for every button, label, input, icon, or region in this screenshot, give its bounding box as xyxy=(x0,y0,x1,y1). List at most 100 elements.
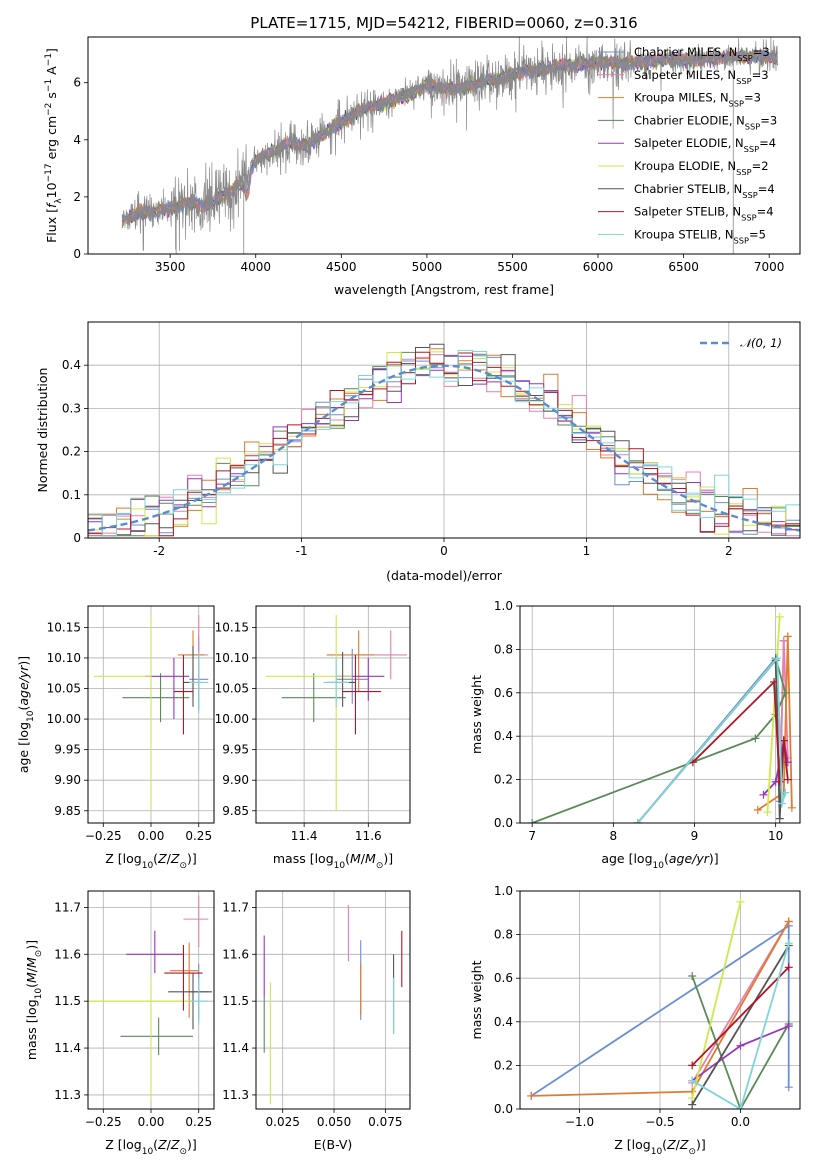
y-tick-label: 11.5 xyxy=(222,994,249,1008)
legend-label: Kroupa MILES, NSSP=3 xyxy=(634,91,761,109)
legend-label: Chabrier STELIB, NSSP=4 xyxy=(634,182,775,200)
y-tick-label: 9.90 xyxy=(54,773,81,787)
weight-marker xyxy=(784,963,793,972)
y-tick-label: 0.8 xyxy=(494,928,513,942)
weight-marker xyxy=(688,1061,697,1070)
axes-frame xyxy=(87,36,801,255)
errorbar-point xyxy=(326,630,375,692)
errorbar-point xyxy=(170,942,199,1018)
plot-area xyxy=(88,895,213,1100)
errorbar-point xyxy=(145,657,190,720)
y-tick-label: 10.00 xyxy=(47,712,81,726)
y-axis-label: Flux [fλ10−17 erg cm−2 s−1 A−1] xyxy=(44,48,64,243)
y-axis-label: mass [log10(M/M⊙)] xyxy=(24,940,44,1060)
x-tick-label: −0.25 xyxy=(85,829,122,843)
x-axis-label: wavelength [Angstrom, rest frame] xyxy=(334,282,554,297)
errorbar-point xyxy=(126,930,184,974)
weight-series xyxy=(528,654,790,823)
weight-marker xyxy=(787,803,796,812)
y-tick-label: 0.2 xyxy=(494,1058,513,1072)
weight-line xyxy=(637,657,785,823)
legend-label: Kroupa STELIB, NSSP=5 xyxy=(634,227,766,245)
y-tick-label: 10.15 xyxy=(47,620,81,634)
errorbar-point xyxy=(189,977,209,1025)
weight-series xyxy=(763,612,784,817)
y-tick-label: 0 xyxy=(73,247,81,261)
y-tick-label: 0.3 xyxy=(62,401,81,415)
y-tick-label: 9.95 xyxy=(222,743,249,757)
y-axis-label: age [log10(age/yr)] xyxy=(16,656,36,773)
errorbar-point xyxy=(164,944,203,1011)
axes-weight_vs_age: 7 8 9 10 0.0 0.2 0.4 0.6 0.8 1.0 age [log10(age/yr… xyxy=(469,599,801,871)
x-axis-label: E(B-V) xyxy=(314,1137,353,1152)
x-tick-label: 7 xyxy=(528,829,536,843)
legend-label: Salpeter ELODIE, NSSP=4 xyxy=(634,136,776,154)
weight-marker xyxy=(779,736,788,745)
x-tick-label: 11.6 xyxy=(355,829,382,843)
y-tick-label: 0.1 xyxy=(62,488,81,502)
axes-age_vs_mass: 11.4 11.6 9.85 9.90 9.95 10.00 10.05 10.10 10.15… xyxy=(215,605,411,871)
y-tick-label: 10.05 xyxy=(215,682,249,696)
axes-age_vs_Z: −0.25 0.00 0.25 9.85 9.90 9.95 10.00 10.05 10.10… xyxy=(16,605,215,871)
weight-marker xyxy=(763,808,772,817)
weight-marker xyxy=(527,1091,536,1100)
axes-residuals: -2 -1 0 1 2 0 0.1 0.2 0.3 0.4 (data-model)/error No… xyxy=(35,321,801,583)
axes-frame xyxy=(255,890,411,1110)
plot-area xyxy=(528,612,796,823)
weight-series xyxy=(688,897,745,1103)
weight-marker xyxy=(779,636,788,645)
weight-series xyxy=(688,939,793,1109)
y-tick-label: 10.10 xyxy=(215,651,249,665)
errorbar-point xyxy=(342,654,382,735)
axes-weight_vs_Z: −1.0 −0.5 0.0 0.0 0.2 0.4 0.6 0.8 1.0 Z [log10(Z/… xyxy=(469,884,801,1157)
normal-curve xyxy=(88,364,800,532)
weight-marker xyxy=(778,799,787,808)
legend-label: Chabrier MILES, NSSP=3 xyxy=(634,45,770,63)
x-tick-label: 9 xyxy=(691,829,699,843)
y-tick-label: 0 xyxy=(73,531,81,545)
x-tick-label: 2 xyxy=(725,544,733,558)
weight-marker xyxy=(736,897,745,906)
axes-mass_vs_ebv: 0.025 0.050 0.075 11.3 11.4 11.5 11.6 11.7 E(B-V… xyxy=(222,890,411,1152)
y-tick-label: 0.4 xyxy=(62,358,81,372)
errorbar-point xyxy=(173,654,193,735)
y-tick-label: 11.3 xyxy=(222,1088,249,1102)
x-tick-label: 10 xyxy=(768,829,783,843)
weight-marker xyxy=(759,790,768,799)
weight-line xyxy=(757,636,793,811)
x-tick-label: 4000 xyxy=(240,260,271,274)
weight-marker xyxy=(783,775,792,784)
y-tick-label: 0.6 xyxy=(494,686,513,700)
errorbar-point xyxy=(88,977,193,1100)
x-tick-label: 0.25 xyxy=(185,1115,212,1129)
errorbar-point xyxy=(281,673,346,723)
weight-series xyxy=(633,636,788,823)
y-tick-label: 0.8 xyxy=(494,642,513,656)
weight-marker xyxy=(784,917,793,926)
weight-series xyxy=(688,963,793,1070)
weight-marker xyxy=(781,688,790,697)
y-tick-label: 1.0 xyxy=(494,884,513,898)
legend-label: 𝒩(0, 1) xyxy=(740,336,782,350)
y-tick-label: 0.4 xyxy=(494,1015,513,1029)
y-tick-label: 10.10 xyxy=(47,651,81,665)
errorbar-point xyxy=(265,615,353,811)
x-tick-label: 11.4 xyxy=(291,829,318,843)
x-tick-label: 8 xyxy=(610,829,618,843)
x-tick-label: 3500 xyxy=(155,260,186,274)
y-tick-label: 11.6 xyxy=(54,947,81,961)
y-tick-label: 11.3 xyxy=(54,1088,81,1102)
y-tick-label: 10.00 xyxy=(215,712,249,726)
weight-line xyxy=(691,943,790,1109)
y-tick-label: 4 xyxy=(73,133,81,147)
x-tick-label: 6000 xyxy=(583,260,614,274)
weight-marker xyxy=(783,632,792,641)
y-tick-label: 1.0 xyxy=(494,599,513,613)
x-tick-label: 0.050 xyxy=(317,1115,351,1129)
weight-marker xyxy=(688,972,697,981)
legend-label: Kroupa ELODIE, NSSP=2 xyxy=(634,159,769,177)
x-axis-label: Z [log10(Z/Z⊙)] xyxy=(105,851,197,871)
weight-series xyxy=(527,917,793,1100)
x-tick-label: -1 xyxy=(296,544,308,558)
